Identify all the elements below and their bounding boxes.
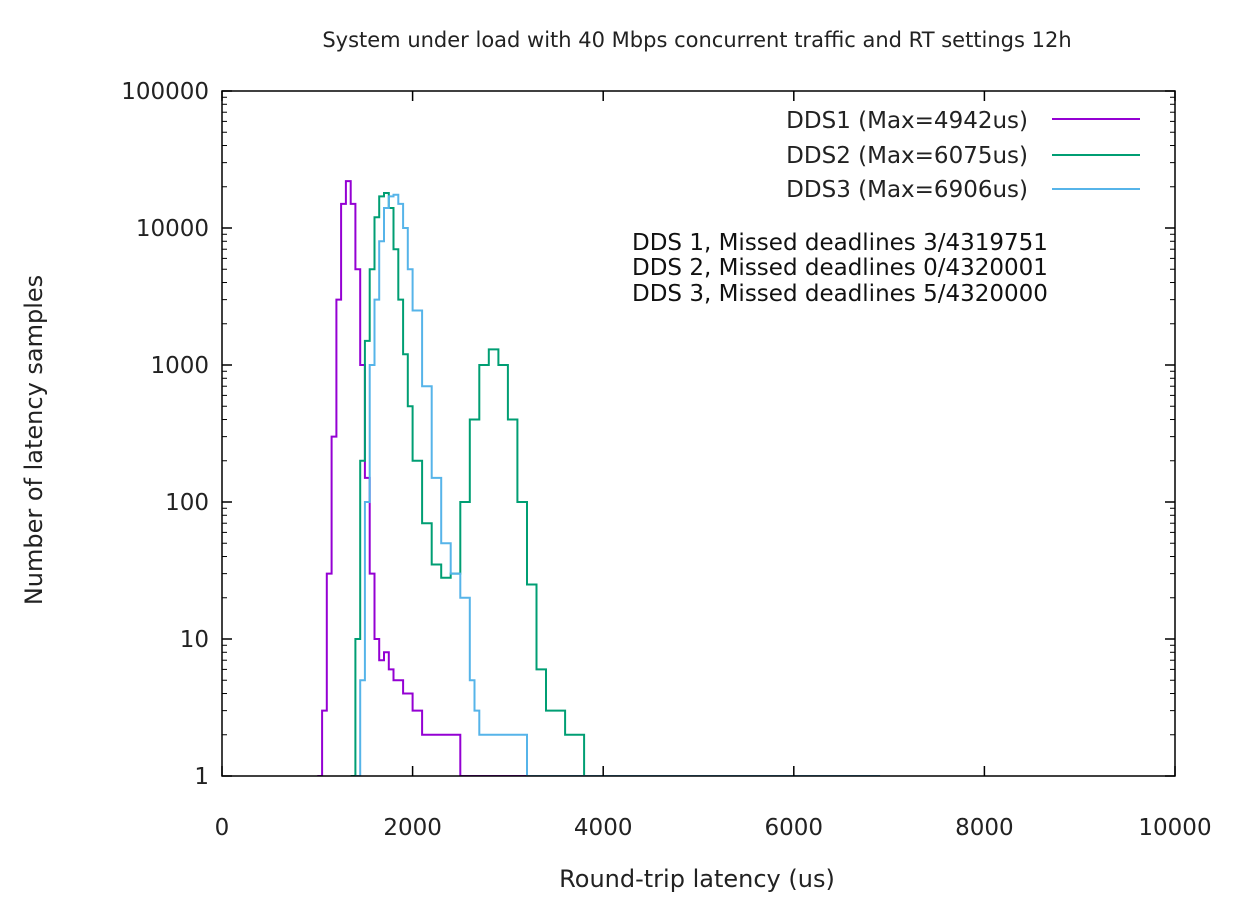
axis-ticks: 0 2000 4000 6000 8000 10000 1 10 100 1000 10000 100… [121, 79, 1211, 841]
legend: DDS1 (Max=4942us) DDS2 (Max=6075us) DDS3… [786, 108, 1140, 203]
y-axis-label: Number of latency samples [20, 275, 48, 605]
y-tick-label: 1000 [150, 353, 209, 379]
y-tick-label: 10 [180, 627, 209, 653]
chart-title: System under load with 40 Mbps concurren… [322, 28, 1071, 52]
x-tick-label: 4000 [574, 815, 633, 841]
y-tick-label: 10000 [136, 216, 209, 242]
plot-frame [221, 90, 1176, 777]
note-dds3-missed: DDS 3, Missed deadlines 5/4320000 [632, 281, 1048, 307]
plot-area [221, 90, 1176, 777]
series-dds1 [317, 180, 693, 776]
x-tick-label: 6000 [765, 815, 824, 841]
y-tick-label: 100 [165, 490, 209, 516]
note-dds1-missed: DDS 1, Missed deadlines 3/4319751 [632, 230, 1048, 256]
x-tick-label: 2000 [383, 815, 442, 841]
x-tick-label: 0 [215, 815, 230, 841]
x-tick-label: 10000 [1138, 815, 1211, 841]
note-dds2-missed: DDS 2, Missed deadlines 0/4320001 [632, 255, 1048, 281]
y-tick-label: 1 [194, 764, 209, 790]
x-axis-label: Round-trip latency (us) [559, 865, 835, 893]
legend-label-dds1: DDS1 (Max=4942us) [786, 108, 1028, 134]
series-dds2 [350, 192, 801, 776]
x-tick-label: 8000 [955, 815, 1014, 841]
legend-label-dds2: DDS2 (Max=6075us) [786, 143, 1028, 169]
missed-deadlines-notes: DDS 1, Missed deadlines 3/4319751 DDS 2,… [632, 230, 1048, 307]
series-dds3 [355, 193, 881, 776]
legend-label-dds3: DDS3 (Max=6906us) [786, 177, 1028, 203]
y-tick-label: 100000 [121, 79, 209, 105]
